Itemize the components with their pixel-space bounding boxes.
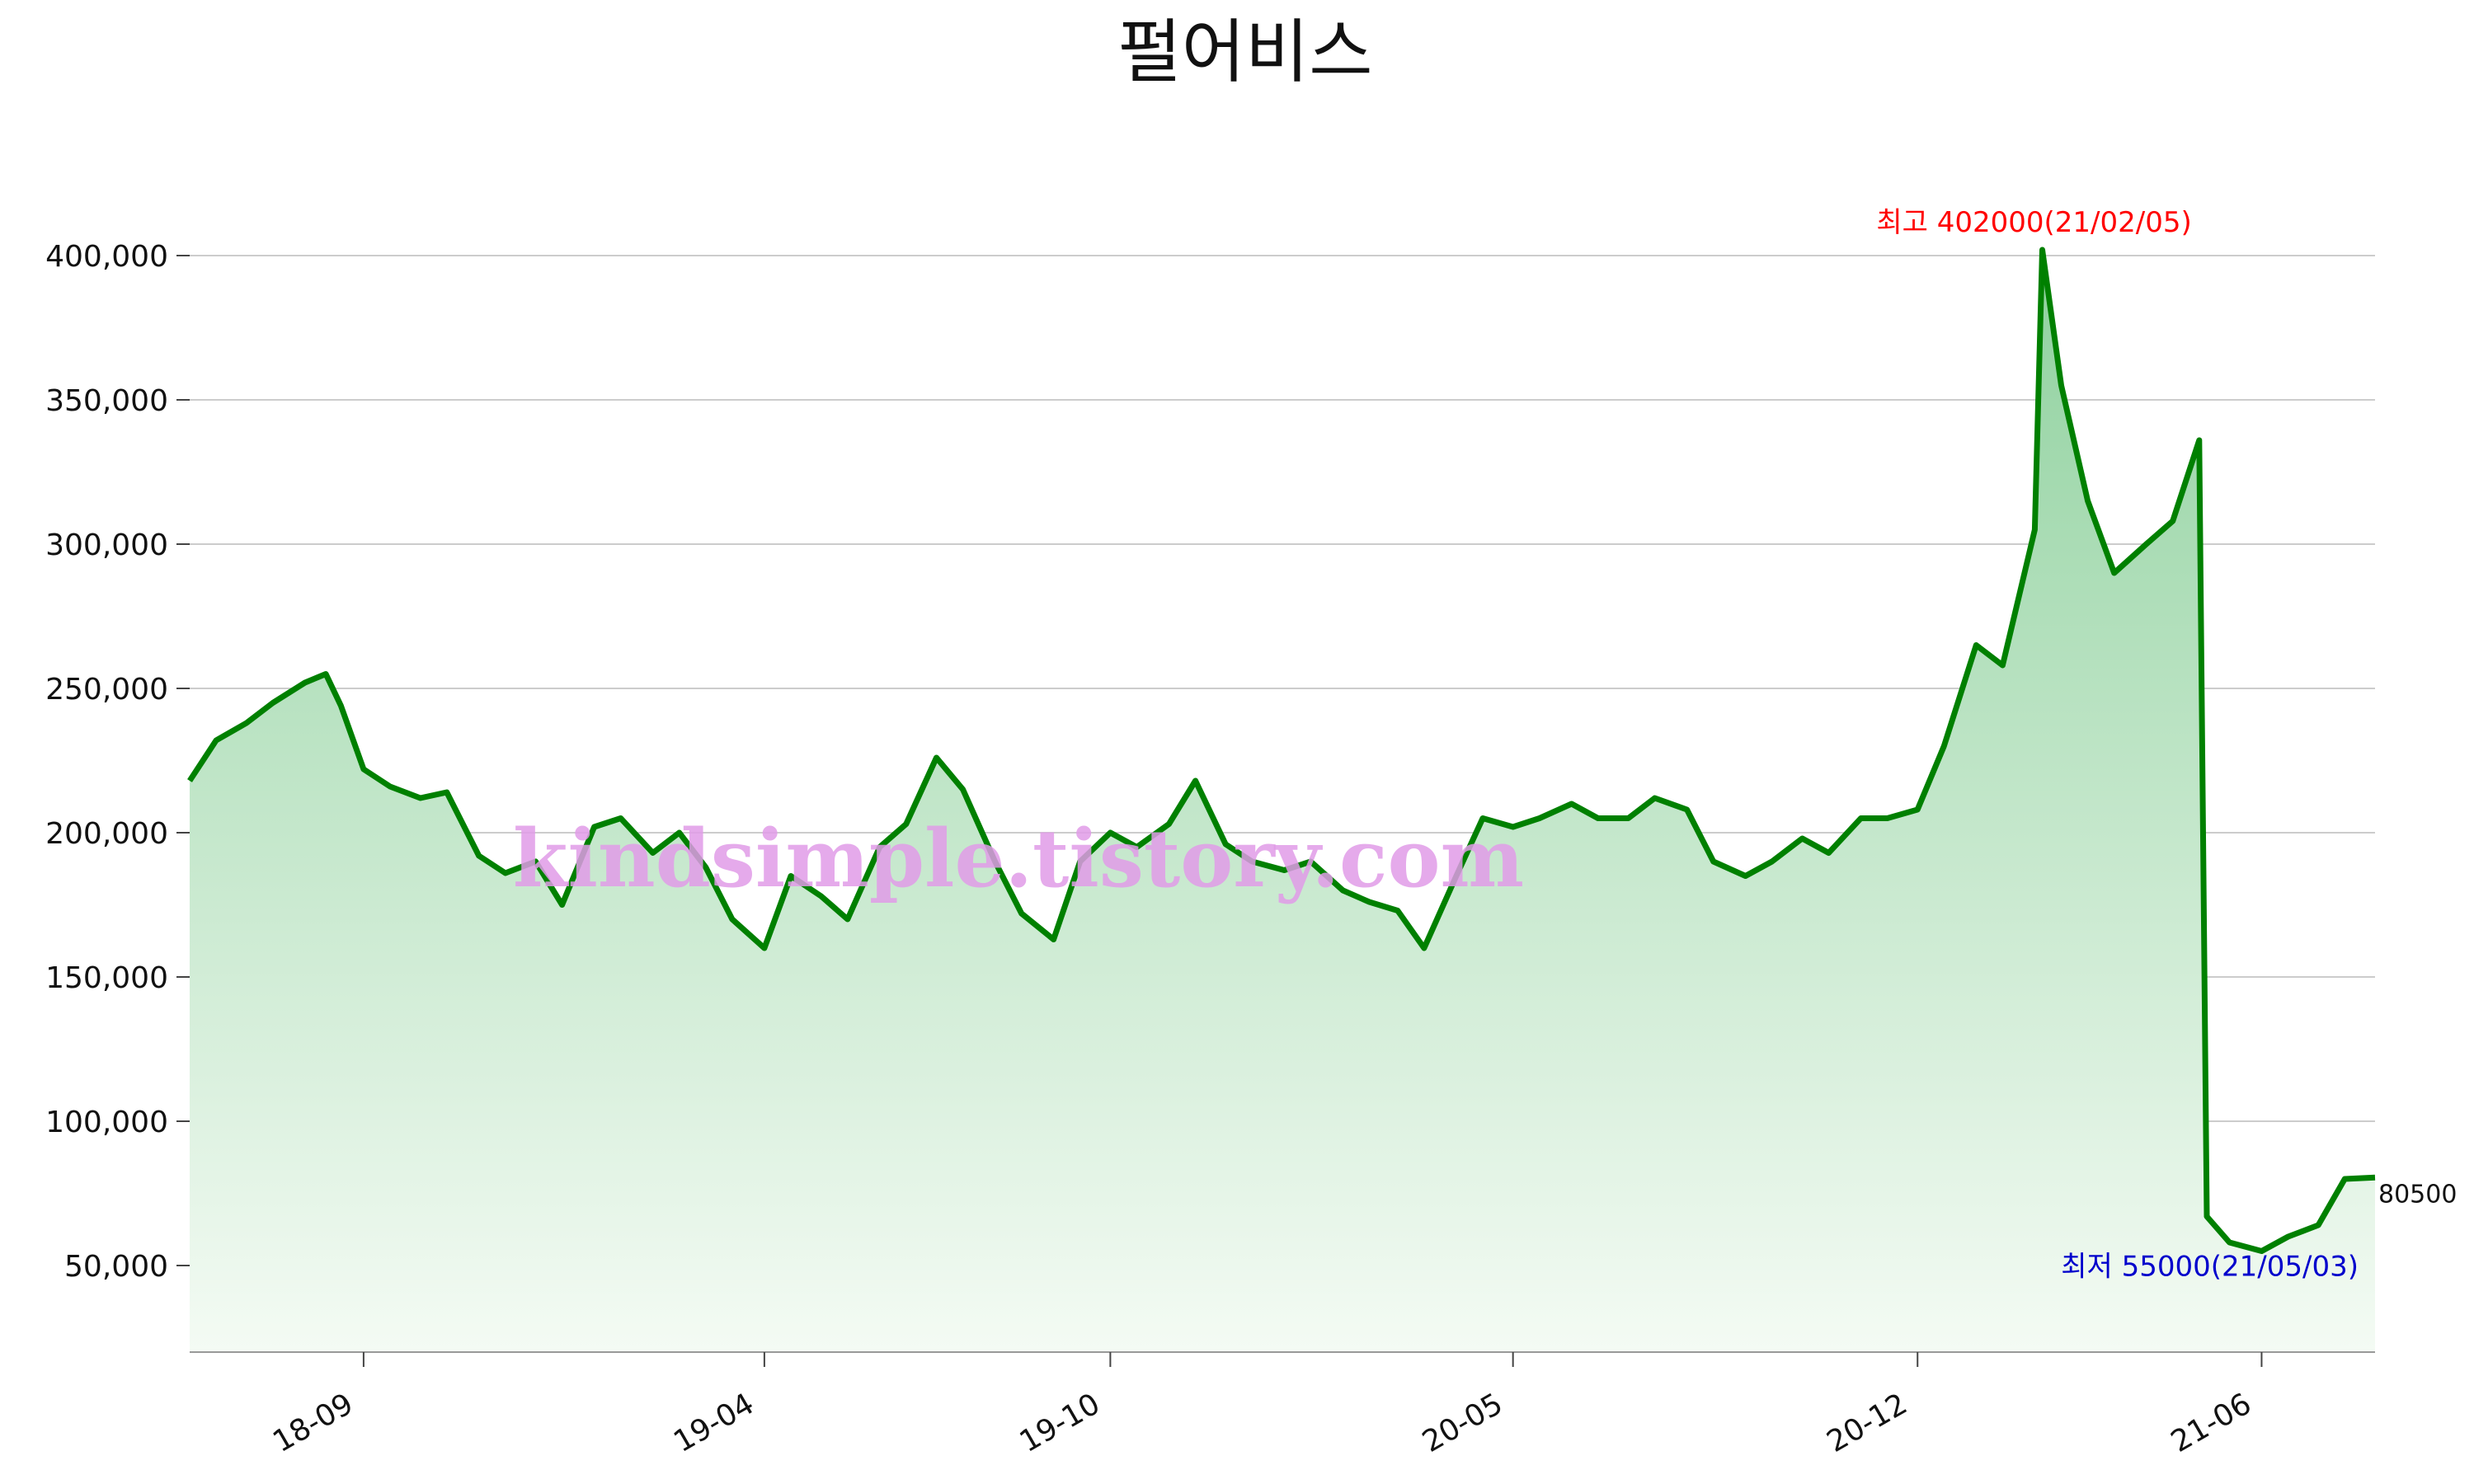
watermark: kindsimple.tistory.com (513, 812, 1524, 905)
x-tick-label: 20-05 (1417, 1387, 1508, 1459)
axes (190, 1351, 2375, 1367)
x-tick-label: 20-12 (1822, 1387, 1913, 1459)
series-line (187, 247, 2376, 1254)
x-tick-label: 18-09 (267, 1387, 359, 1459)
min-annotation: 최저 55000(21/05/03) (2061, 1251, 2359, 1284)
x-tick-labels: 18-09 19-04 19-10 20-05 20-12 21-06 (267, 1387, 2257, 1459)
y-tick-label: 350,000 (45, 384, 168, 418)
area-fill (190, 250, 2375, 1352)
x-tick-label: 21-06 (2166, 1387, 2257, 1459)
y-tick-label: 200,000 (45, 817, 168, 851)
y-tick-label: 150,000 (45, 961, 168, 995)
y-tick-label: 300,000 (45, 528, 168, 562)
chart-title: 펄어비스 (1117, 12, 1372, 92)
x-tick-label: 19-04 (668, 1387, 760, 1459)
x-tick-label: 19-10 (1014, 1387, 1106, 1459)
max-annotation: 최고 402000(21/02/05) (1876, 206, 2191, 239)
y-tick-label: 50,000 (64, 1250, 168, 1284)
price-line (187, 247, 2376, 1254)
y-tick-label: 250,000 (45, 673, 168, 707)
annotations: 최고 402000(21/02/05) 최저 55000(21/05/03) 8… (1876, 206, 2457, 1284)
last-value-label: 80500 (2378, 1180, 2457, 1209)
y-tick-labels: 50,000 100,000 150,000 200,000 250,000 300,00… (45, 240, 168, 1284)
y-tick-label: 400,000 (45, 240, 168, 274)
y-tick-label: 100,000 (45, 1106, 168, 1139)
price-area (190, 250, 2375, 1352)
